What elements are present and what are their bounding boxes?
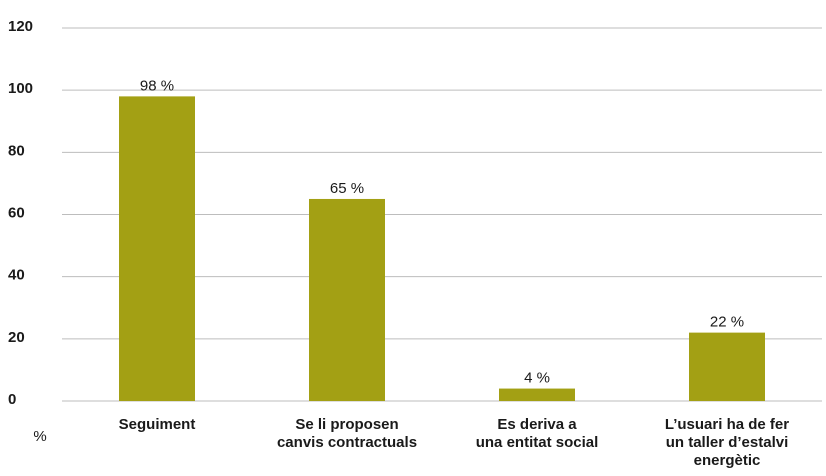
bar: [119, 96, 195, 401]
x-tick-label: L’usuari ha de fer: [665, 416, 789, 433]
value-label: 22 %: [710, 314, 744, 331]
x-tick-label: canvis contractuals: [277, 434, 417, 451]
y-tick-label: 80: [8, 142, 25, 159]
bar: [309, 198, 385, 401]
x-tick-label: Se li proposen: [295, 416, 398, 433]
y-tick-label: 120: [8, 18, 33, 35]
y-axis-label: %: [33, 428, 46, 445]
y-tick-label: 0: [8, 391, 16, 408]
y-tick-label: 60: [8, 204, 25, 221]
x-tick-label: energètic: [694, 452, 761, 469]
value-label: 4 %: [524, 370, 550, 387]
value-label: 98 %: [140, 77, 174, 94]
x-tick-label: Seguiment: [119, 416, 196, 433]
y-tick-label: 40: [8, 267, 25, 284]
x-tick-label: una entitat social: [476, 434, 599, 451]
bar: [499, 388, 575, 401]
bar: [689, 332, 765, 401]
x-tick-label: Es deriva a: [497, 416, 577, 433]
y-tick-label: 20: [8, 329, 25, 346]
x-tick-label: un taller d’estalvi: [666, 434, 789, 451]
value-label: 65 %: [330, 180, 364, 197]
y-tick-label: 100: [8, 80, 33, 97]
